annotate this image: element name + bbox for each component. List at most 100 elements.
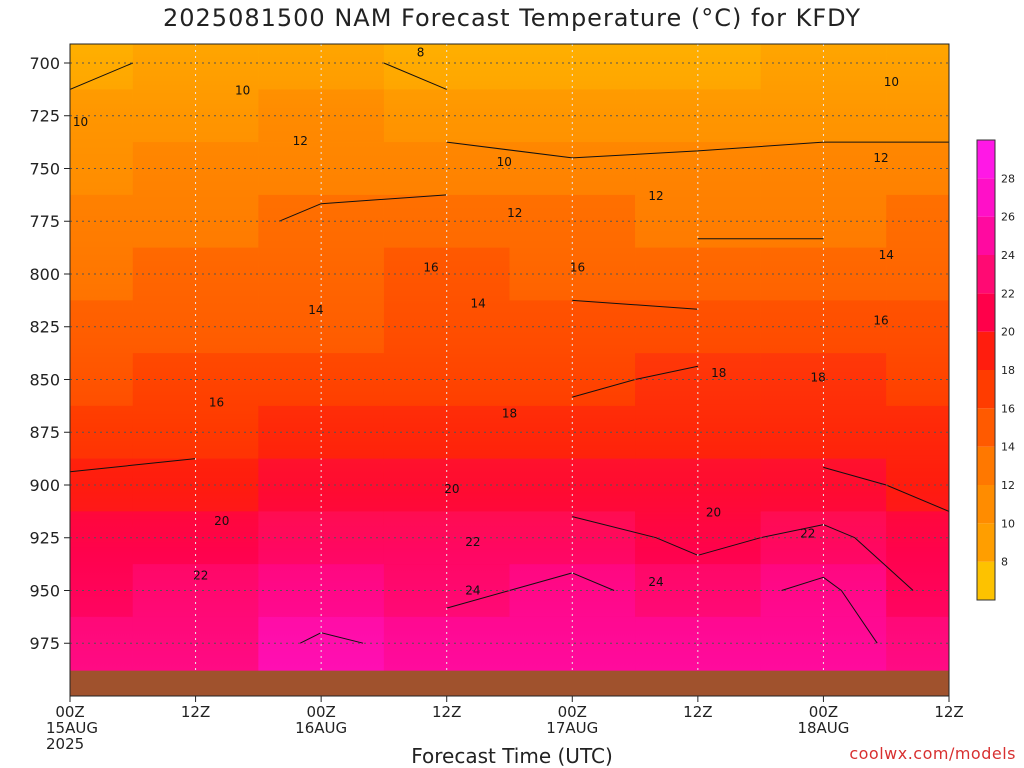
field-cell: [132, 458, 259, 512]
x-tick-label: 12Z: [934, 703, 963, 721]
y-tick-label: 825: [29, 318, 60, 337]
contour-label: 24: [465, 583, 480, 597]
contour-label: 14: [308, 303, 323, 317]
colorbar-tick-label: 14: [1001, 441, 1015, 454]
field-cell: [132, 353, 259, 406]
colorbar-tick-label: 8: [1001, 556, 1008, 569]
field-cell: [383, 142, 510, 195]
x-tick-label: 12Z: [181, 703, 210, 721]
contour-line-14: [279, 194, 824, 240]
field-cell: [886, 44, 949, 90]
field-cell: [132, 405, 259, 459]
contour-label: 20: [214, 514, 229, 528]
y-tick-label: 800: [29, 265, 60, 284]
colorbar-tick-label: 12: [1001, 479, 1015, 492]
contour-label: 10: [73, 115, 88, 129]
colorbar-swatch: [977, 561, 995, 600]
x-tick-label: 00Z: [55, 703, 84, 721]
colorbar-swatch: [977, 216, 995, 255]
contour-label: 12: [648, 189, 663, 203]
contour-line-20: [823, 466, 949, 512]
y-tick-label: 950: [29, 581, 60, 600]
contour-label: 12: [873, 151, 888, 165]
y-tick-label: 850: [29, 370, 60, 389]
contour-label: 18: [811, 370, 826, 384]
colorbar-tick-label: 28: [1001, 172, 1015, 185]
field-cell: [383, 353, 510, 406]
contour-label: 10: [497, 155, 512, 169]
colorbar-swatch: [977, 370, 995, 409]
field-cell: [760, 405, 887, 459]
contour-label: 10: [884, 75, 899, 89]
colorbar-swatch: [977, 293, 995, 332]
contour-label: 22: [465, 535, 480, 549]
x-tick-label: 00Z: [809, 703, 838, 721]
contour-label: 10: [235, 83, 250, 97]
colorbar-tick-label: 10: [1001, 517, 1015, 530]
x-tick-label: 00Z: [306, 703, 335, 721]
x-tick-label: 17AUG: [546, 719, 598, 737]
field-cell: [383, 458, 510, 512]
field-cell: [635, 353, 761, 406]
colorbar-swatch: [977, 140, 995, 179]
field-cell: [509, 458, 636, 512]
contour-line-16: [572, 299, 698, 310]
field-cell: [760, 142, 887, 195]
contour-label: 18: [502, 406, 517, 420]
colorbar-tick-label: 20: [1001, 326, 1015, 339]
y-tick-label: 925: [29, 529, 60, 548]
field-cell: [132, 142, 259, 195]
field-cell: [383, 194, 510, 248]
contour-line-12: [446, 141, 949, 159]
field-cell: [383, 405, 510, 459]
contour-label: 8: [417, 45, 425, 59]
x-tick-label: 16AUG: [295, 719, 347, 737]
plot-frame: [69, 43, 950, 697]
contour-label: 12: [293, 134, 308, 148]
colorbar-tick-label: 24: [1001, 249, 1015, 262]
contour-label: 14: [470, 297, 485, 311]
contour-label: 14: [879, 248, 894, 262]
field-cell: [258, 353, 384, 406]
field-cell: [258, 142, 384, 195]
contour-line-10: [70, 62, 447, 90]
contour-label: 24: [648, 575, 663, 589]
colorbar-tick-label: 18: [1001, 364, 1015, 377]
x-tick-label: 12Z: [683, 703, 712, 721]
contour-labels: 8 10 10 10 10 12 12 12 12 14 14 14 16 16 16 16 18 18 18 20 2…: [73, 45, 899, 597]
field-cell: [760, 353, 887, 406]
contour-line-26: [299, 632, 364, 644]
colorbar-swatch: [977, 331, 995, 370]
contour-label: 16: [209, 396, 224, 410]
contour-line-24: [446, 572, 878, 644]
ground-fill: [70, 670, 949, 696]
contour-label: 12: [507, 206, 522, 220]
contour-label: 22: [193, 569, 208, 583]
contour-label: 20: [706, 505, 721, 519]
y-tick-label: 700: [29, 54, 60, 73]
colorbar-swatch: [977, 255, 995, 294]
x-tick-label: 12Z: [432, 703, 461, 721]
watermark-link[interactable]: coolwx.com/models: [849, 744, 1016, 763]
colorbar: 8 10 12 14 16 18 20 22 24 26 28: [976, 139, 1015, 601]
y-tick-label: 900: [29, 476, 60, 495]
colorbar-swatch: [977, 446, 995, 485]
contour-line-18: [70, 365, 699, 473]
chart-title: 2025081500 NAM Forecast Temperature (°C)…: [163, 4, 861, 32]
x-tick-label: 15AUG: [46, 719, 98, 737]
y-tick-label: 775: [29, 212, 60, 231]
contour-label: 16: [570, 261, 585, 275]
contour-label: 18: [711, 366, 726, 380]
field-cell: [635, 458, 761, 512]
field-cell: [132, 194, 259, 248]
contour-lines: [70, 62, 949, 644]
colorbar-frame: [976, 139, 996, 601]
y-tick-label: 975: [29, 634, 60, 653]
colorbar-swatch: [977, 178, 995, 217]
colorbar-swatch: [977, 485, 995, 524]
field-cell: [70, 44, 133, 90]
y-tick-label: 750: [29, 159, 60, 178]
contour-line-22: [572, 516, 914, 591]
